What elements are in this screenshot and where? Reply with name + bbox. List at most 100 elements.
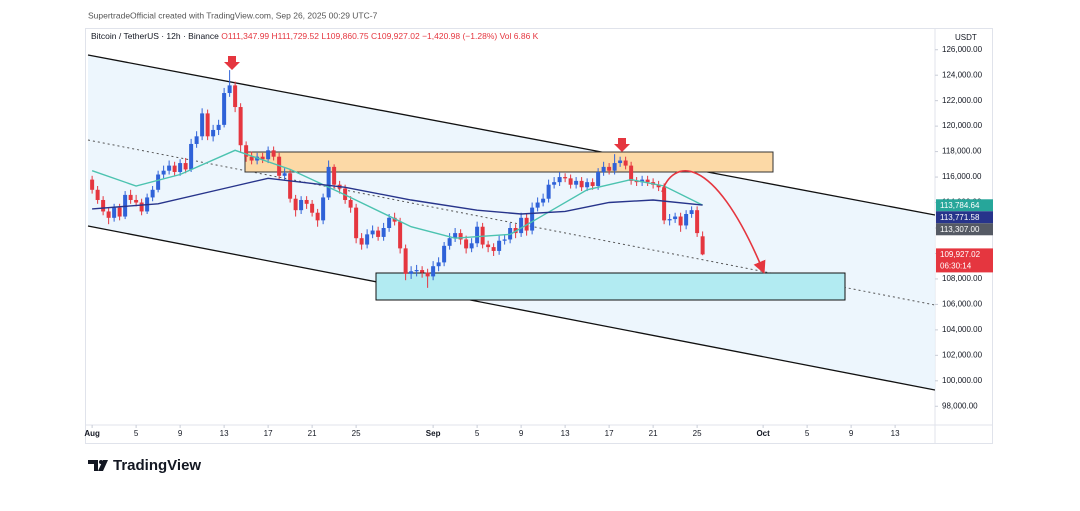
candle-body — [607, 166, 612, 171]
candle-body — [497, 240, 502, 251]
candle-body — [101, 199, 106, 212]
x-tick-label: 17 — [264, 429, 273, 438]
created-note: SupertradeOfficial created with TradingV… — [88, 10, 378, 20]
candle-body — [194, 136, 199, 144]
candle-body — [381, 228, 386, 237]
x-tick-label: 21 — [308, 429, 317, 438]
candle-body — [178, 163, 183, 172]
candle-body — [134, 199, 139, 203]
axes: 98,000.00 100,000.00 102,000.00 104,000.00 1… — [84, 45, 993, 438]
candle-body — [227, 85, 232, 94]
price-tag — [936, 211, 993, 224]
y-tick-label: 120,000.00 — [942, 121, 983, 130]
candle-body — [326, 166, 331, 198]
price-tag — [936, 223, 993, 236]
y-tick-label: 118,000.00 — [942, 147, 982, 156]
candle-body — [629, 165, 634, 181]
price-tag-label: 109,927.02 — [940, 250, 981, 259]
candle-body — [222, 93, 227, 125]
x-tick-label: 17 — [605, 429, 614, 438]
legend-open: O111,347.99 — [221, 31, 269, 41]
currency: USDT — [955, 33, 977, 42]
candle-body — [634, 180, 639, 183]
candle-body — [117, 207, 122, 217]
price-tag — [936, 199, 993, 212]
candle-body — [519, 217, 524, 234]
candle-body — [288, 173, 293, 199]
price-tag-label: 113,307.00 — [940, 225, 980, 234]
price-tag-countdown: 06:30:14 — [940, 262, 972, 271]
legend-change: −1,420.98 (−1.28%) — [422, 31, 497, 41]
candle-body — [299, 199, 304, 211]
candle-body — [310, 203, 315, 213]
candle-body — [150, 189, 155, 198]
candle-body — [590, 182, 595, 186]
candle-body — [612, 163, 617, 171]
candle-body — [156, 174, 161, 190]
candle-body — [546, 184, 551, 199]
candle-body — [420, 270, 425, 273]
candle-body — [656, 184, 661, 188]
candle-body — [354, 207, 359, 239]
candle-body — [139, 202, 144, 212]
logo-mark — [88, 460, 98, 471]
candle-body — [398, 221, 403, 249]
candle-body — [689, 210, 694, 214]
series-layer — [90, 70, 705, 288]
candle-body — [409, 271, 414, 274]
price-tag — [936, 248, 993, 273]
x-tick-label: 25 — [693, 429, 702, 438]
x-tick-label: 13 — [220, 429, 229, 438]
candle-body — [618, 160, 623, 164]
candle-body — [249, 156, 254, 161]
candle-body — [574, 180, 579, 185]
candle-body — [469, 243, 474, 249]
candle-body — [447, 238, 452, 246]
brand-logo: TradingView — [88, 457, 201, 474]
candle-body — [425, 272, 430, 277]
candle-body — [359, 238, 364, 245]
candle-body — [436, 262, 441, 267]
x-tick-label: Aug — [84, 429, 100, 438]
y-tick-label: 122,000.00 — [942, 96, 983, 105]
candle-body — [167, 165, 172, 171]
candle-body — [475, 226, 480, 244]
price-tag-label: 113,771.58 — [940, 213, 980, 222]
candle-body — [530, 207, 535, 231]
candle-body — [90, 179, 95, 190]
candle-body — [640, 179, 645, 183]
brand: TradingView — [113, 457, 201, 474]
candle-body — [535, 202, 540, 208]
price-tag-label: 113,784.64 — [940, 201, 980, 210]
x-tick-label: 25 — [352, 429, 361, 438]
candle-body — [601, 166, 606, 172]
channel-lower — [87, 225, 935, 391]
candle-body — [95, 189, 100, 200]
y-tick-label: 106,000.00 — [942, 300, 983, 309]
y-tick-label: 124,000.00 — [942, 70, 983, 79]
candle-body — [403, 248, 408, 274]
candle-body — [568, 178, 573, 185]
y-tick-label: 100,000.00 — [942, 376, 983, 385]
candle-body — [304, 199, 309, 204]
x-tick-label: 13 — [561, 429, 570, 438]
candle-body — [678, 216, 683, 226]
candle-body — [376, 230, 381, 237]
moving-average — [92, 177, 703, 215]
candle-body — [189, 143, 194, 170]
candle-body — [332, 166, 337, 185]
candle-body — [387, 217, 392, 228]
candle-body — [244, 145, 249, 157]
candle-body — [458, 233, 463, 240]
resistance-zone — [244, 151, 774, 173]
x-tick-label: 21 — [649, 429, 658, 438]
y-tick-label: 116,000.00 — [942, 172, 982, 181]
candle-body — [233, 85, 238, 108]
legend-symbol: Bitcoin / TetherUS · 12h · Binance — [91, 31, 219, 41]
candle-body — [370, 230, 375, 235]
candle-body — [662, 187, 667, 221]
legend-volume: Vol 6.86 K — [500, 31, 539, 41]
candle-body — [216, 124, 221, 130]
candle-body — [392, 217, 397, 222]
